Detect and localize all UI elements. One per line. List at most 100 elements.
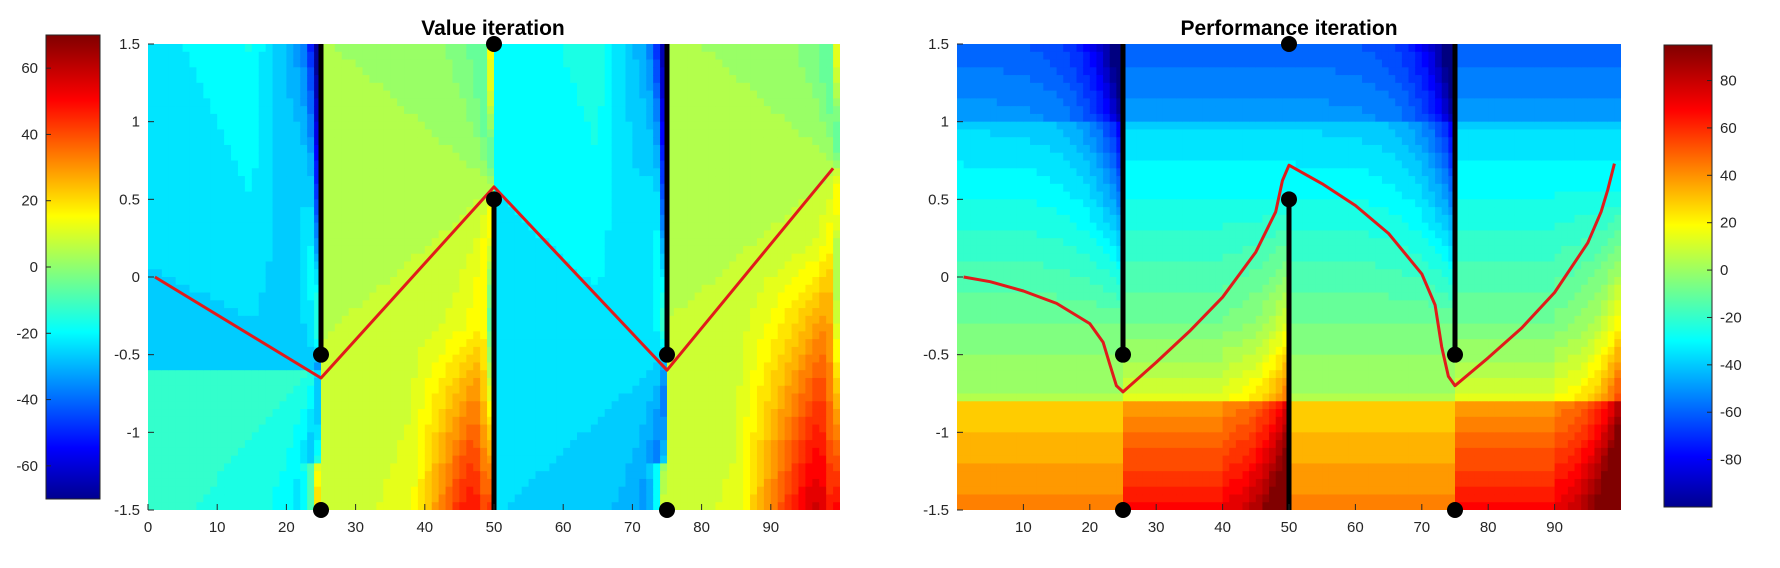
heat-cell	[708, 44, 717, 53]
heat-cell	[583, 308, 592, 317]
heat-cell	[556, 245, 564, 255]
heat-cell	[189, 308, 198, 317]
heat-cell	[445, 152, 454, 162]
heat-cell	[528, 261, 537, 270]
heat-cell	[507, 238, 516, 247]
heat-cell	[611, 354, 620, 364]
heat-cell	[210, 51, 218, 61]
heat-cell	[521, 346, 530, 356]
heat-cell	[452, 245, 460, 255]
heat-cell	[175, 346, 184, 356]
heat-cell	[604, 377, 613, 387]
heat-cell	[369, 494, 377, 503]
heat-cell	[583, 339, 592, 348]
heat-cell	[397, 113, 405, 123]
heat-cell	[563, 222, 571, 231]
heat-cell	[210, 160, 218, 169]
heat-cell	[390, 331, 398, 340]
heat-cell	[168, 176, 177, 185]
heat-cell	[646, 137, 654, 146]
heat-cell	[251, 455, 260, 464]
heat-cell	[494, 59, 502, 68]
heat-cell	[590, 59, 599, 68]
heat-cell	[535, 75, 544, 84]
heat-cell	[203, 90, 211, 99]
heat-cell	[632, 75, 640, 84]
heat-cell	[217, 339, 225, 348]
heat-cell	[452, 106, 460, 115]
heat-cell	[348, 207, 357, 216]
heat-cell	[611, 261, 620, 270]
heat-cell	[445, 486, 454, 496]
heat-cell	[646, 502, 654, 510]
heat-cell	[646, 230, 654, 239]
heat-cell	[611, 253, 620, 263]
heat-cell	[521, 471, 530, 480]
heat-cell	[660, 238, 668, 247]
heat-cell	[507, 245, 516, 255]
heat-cell	[397, 315, 405, 325]
heat-cell	[514, 129, 523, 138]
heat-cell	[708, 478, 717, 488]
heat-cell	[653, 292, 661, 301]
heat-cell	[494, 440, 502, 449]
heat-cell	[148, 121, 156, 131]
heat-cell	[265, 121, 274, 131]
heat-cell	[279, 129, 287, 138]
heat-cell	[694, 261, 703, 270]
heat-cell	[667, 106, 675, 115]
heat-cell	[521, 323, 530, 332]
heat-cell	[701, 471, 710, 480]
heat-cell	[611, 424, 620, 433]
heat-cell	[521, 106, 530, 115]
heat-cell	[639, 393, 647, 402]
heat-cell	[708, 292, 717, 301]
heat-cell	[556, 277, 564, 286]
heat-cell	[680, 121, 689, 131]
heat-cell	[473, 385, 481, 395]
heat-cell	[528, 90, 537, 99]
heat-cell	[182, 455, 191, 464]
heat-cell	[438, 432, 447, 441]
heat-cell	[563, 393, 571, 402]
heat-cell	[369, 269, 377, 278]
heat-cell	[494, 168, 502, 177]
heat-cell	[611, 463, 620, 472]
heat-cell	[148, 494, 156, 503]
heat-cell	[445, 346, 454, 356]
heat-cell	[708, 494, 717, 503]
heat-cell	[383, 416, 391, 426]
heat-cell	[625, 90, 633, 99]
heat-cell	[680, 385, 689, 395]
heat-cell	[293, 51, 301, 61]
heat-cell	[237, 393, 246, 402]
heat-cell	[459, 176, 467, 185]
heat-cell	[154, 315, 163, 325]
heat-cell	[542, 207, 550, 216]
heat-cell	[611, 502, 620, 510]
heat-cell	[341, 300, 350, 309]
heat-cell	[424, 502, 433, 510]
heat-cell	[618, 152, 627, 162]
heat-cell	[314, 90, 322, 99]
heat-cell	[272, 478, 281, 488]
heat-cell	[604, 98, 613, 107]
heat-cell	[542, 409, 550, 418]
heat-cell	[687, 230, 696, 239]
heat-cell	[673, 199, 682, 208]
heat-cell	[473, 354, 481, 364]
heat-cell	[618, 44, 627, 53]
heat-cell	[535, 315, 544, 325]
heat-cell	[397, 447, 405, 457]
heat-cell	[279, 401, 287, 410]
heat-cell	[535, 44, 544, 53]
heat-cell	[410, 90, 419, 99]
heat-cell	[597, 199, 606, 208]
heat-cell	[431, 401, 440, 410]
heat-cell	[583, 176, 592, 185]
heat-cell	[424, 98, 433, 107]
heat-cell	[404, 292, 412, 301]
heat-cell	[611, 59, 620, 68]
heat-cell	[293, 478, 301, 488]
heat-cell	[452, 261, 460, 270]
